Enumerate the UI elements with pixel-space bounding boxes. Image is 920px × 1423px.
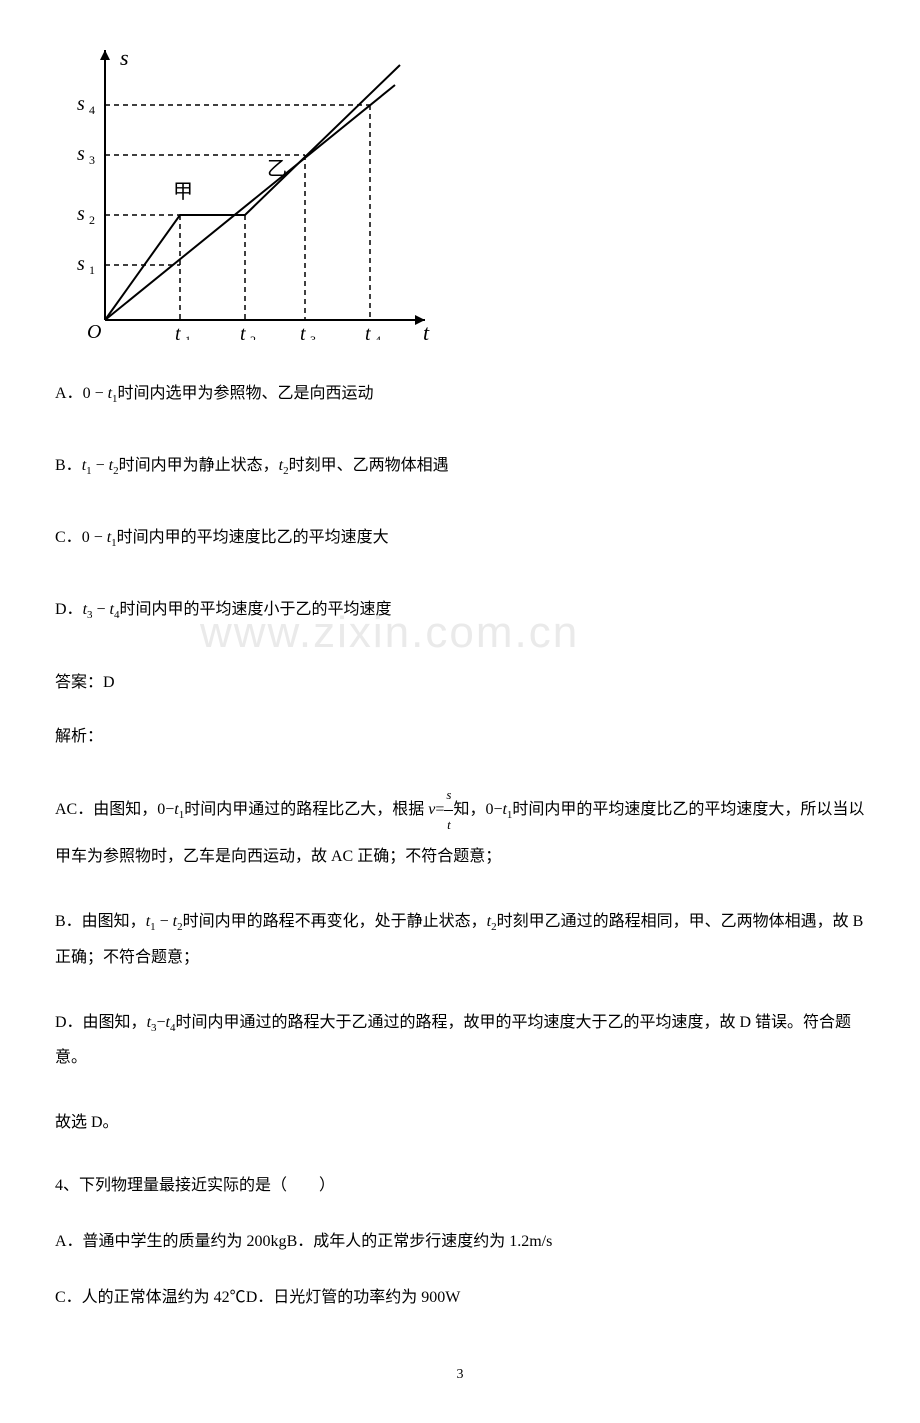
svg-text:4: 4 bbox=[375, 333, 381, 340]
option-d: D．t3 − t4时间内甲的平均速度小于乙的平均速度 bbox=[55, 596, 865, 626]
svg-text:3: 3 bbox=[89, 153, 95, 167]
svg-text:t: t bbox=[365, 323, 371, 340]
question-4-stem: 4、下列物理量最接近实际的是（ ） bbox=[55, 1171, 865, 1195]
conclusion: 故选 D。 bbox=[55, 1105, 865, 1140]
analysis-ac: AC．由图知，0−t1时间内甲通过的路程比乙大，根据 v=st知，0−t1时间内… bbox=[55, 781, 865, 874]
answer-label: 答案：D bbox=[55, 668, 865, 692]
svg-text:t: t bbox=[240, 323, 246, 340]
svg-text:1: 1 bbox=[185, 333, 191, 340]
svg-text:s: s bbox=[77, 253, 85, 275]
analysis-label: 解析： bbox=[55, 722, 865, 746]
analysis-b: B．由图知，t1 − t2时间内甲的路程不再变化，处于静止状态，t2时刻甲乙通过… bbox=[55, 904, 865, 975]
svg-text:3: 3 bbox=[310, 333, 316, 340]
svg-text:4: 4 bbox=[89, 103, 95, 117]
svg-text:1: 1 bbox=[89, 263, 95, 277]
svg-text:2: 2 bbox=[250, 333, 256, 340]
analysis-d: D．由图知，t3−t4时间内甲通过的路程大于乙通过的路程，故甲的平均速度大于乙的… bbox=[55, 1005, 865, 1076]
option-b: B．t1 − t2时间内甲为静止状态，t2时刻甲、乙两物体相遇 bbox=[55, 452, 865, 482]
svg-text:乙: 乙 bbox=[267, 158, 287, 180]
svg-text:O: O bbox=[87, 321, 101, 340]
graph-figure: O s t s1 s2 s3 s4 t1 t2 t3 t4 甲 乙 bbox=[75, 40, 865, 345]
svg-text:s: s bbox=[77, 203, 85, 225]
option-c: C．0 − t1时间内甲的平均速度比乙的平均速度大 bbox=[55, 524, 865, 554]
question-4-options-cd: C．人的正常体温约为 42℃D．日光灯管的功率约为 900W bbox=[55, 1283, 865, 1307]
page-number: 3 bbox=[55, 1367, 865, 1383]
svg-text:t: t bbox=[300, 323, 306, 340]
question-4-options-ab: A．普通中学生的质量约为 200kgB．成年人的正常步行速度约为 1.2m/s bbox=[55, 1227, 865, 1251]
option-a: A．0 − t1时间内选甲为参照物、乙是向西运动 bbox=[55, 380, 865, 410]
svg-text:s: s bbox=[120, 45, 129, 70]
svg-text:t: t bbox=[423, 320, 430, 340]
svg-text:s: s bbox=[77, 143, 85, 165]
svg-text:s: s bbox=[77, 93, 85, 115]
svg-text:t: t bbox=[175, 323, 181, 340]
svg-text:甲: 甲 bbox=[173, 181, 193, 203]
svg-text:2: 2 bbox=[89, 213, 95, 227]
